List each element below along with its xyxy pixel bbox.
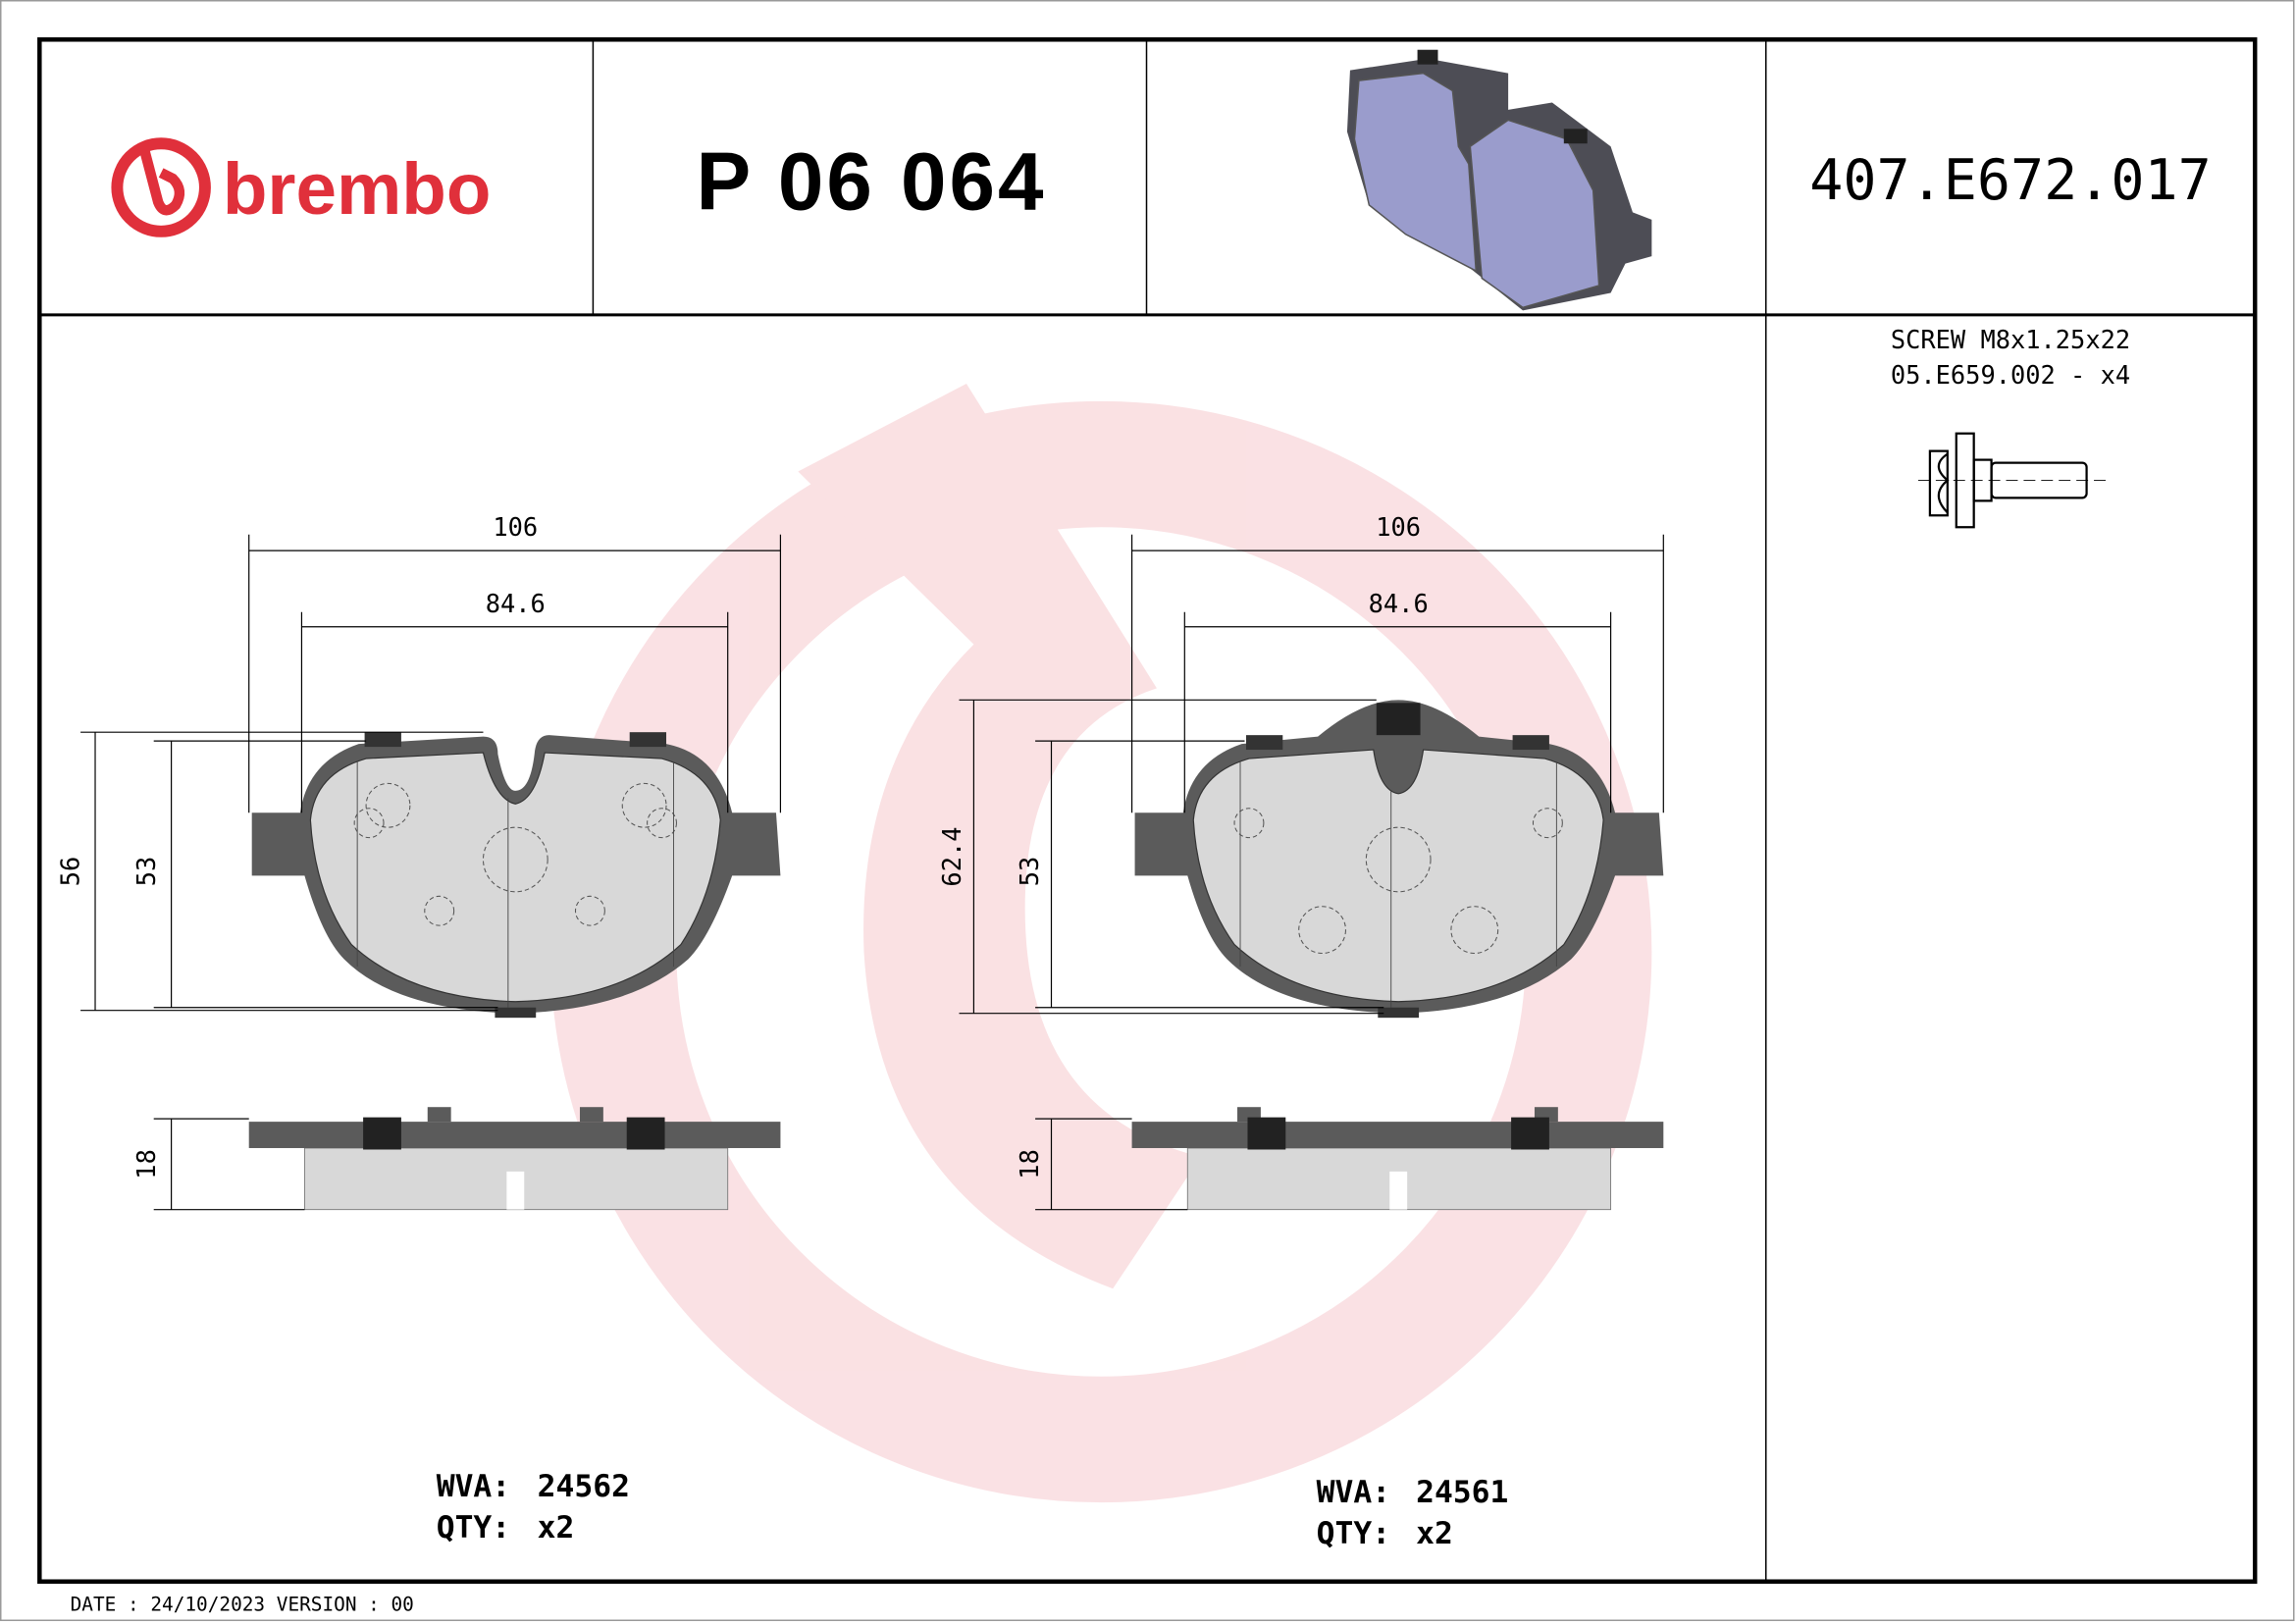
- wva-value: 24562: [538, 1469, 630, 1504]
- screw-icon: [1917, 432, 2109, 529]
- dim-thickness: 18: [1015, 1149, 1044, 1179]
- dim-width-friction: 84.6: [1369, 589, 1429, 618]
- reference-code: 407.E672.017: [1809, 148, 2212, 213]
- dim-height-overall: 62.4: [937, 826, 966, 886]
- brembo-logo: brembo: [111, 137, 492, 237]
- brembo-logo-icon: [111, 137, 211, 237]
- pad-right-info: WVA: 24561 QTY: x2: [1317, 1475, 1509, 1551]
- qty-label: QTY:: [1317, 1516, 1390, 1551]
- accessory-code: 05.E659.002 - x4: [1891, 360, 2130, 390]
- date-version: DATE : 24/10/2023 VERSION : 00: [71, 1594, 414, 1616]
- pad-left-side-view: 18: [131, 1107, 781, 1211]
- wva-value: 24561: [1416, 1475, 1508, 1510]
- pad-right-front-view: [1134, 700, 1664, 1019]
- dim-width-overall: 106: [493, 512, 538, 542]
- qty-label: QTY:: [437, 1510, 510, 1545]
- qty-value: x2: [1416, 1516, 1453, 1551]
- brand-name: brembo: [223, 147, 492, 230]
- dim-height-friction: 53: [1015, 857, 1044, 887]
- pad-left-info: WVA: 24562 QTY: x2: [437, 1469, 630, 1545]
- dim-thickness: 18: [131, 1149, 161, 1179]
- part-number: P 06 064: [696, 134, 1046, 227]
- wva-label: WVA:: [437, 1469, 510, 1504]
- pad-right-dimensions: 106 84.6 62.4 53: [937, 512, 1664, 1015]
- pad-right-side-view: 18: [1015, 1107, 1664, 1211]
- pad-3d-render: [1346, 49, 1652, 311]
- wva-label: WVA:: [1317, 1475, 1390, 1510]
- dim-width-overall: 106: [1376, 512, 1421, 542]
- qty-value: x2: [538, 1510, 575, 1545]
- pad-left-front-view: [251, 732, 781, 1019]
- dim-height-overall: 56: [56, 857, 85, 887]
- dim-width-friction: 84.6: [486, 589, 546, 618]
- accessory-description: SCREW M8x1.25x22: [1891, 325, 2130, 354]
- pad-left-dimensions: 106 84.6 56 53: [56, 512, 782, 1012]
- dim-height-friction: 53: [131, 857, 161, 887]
